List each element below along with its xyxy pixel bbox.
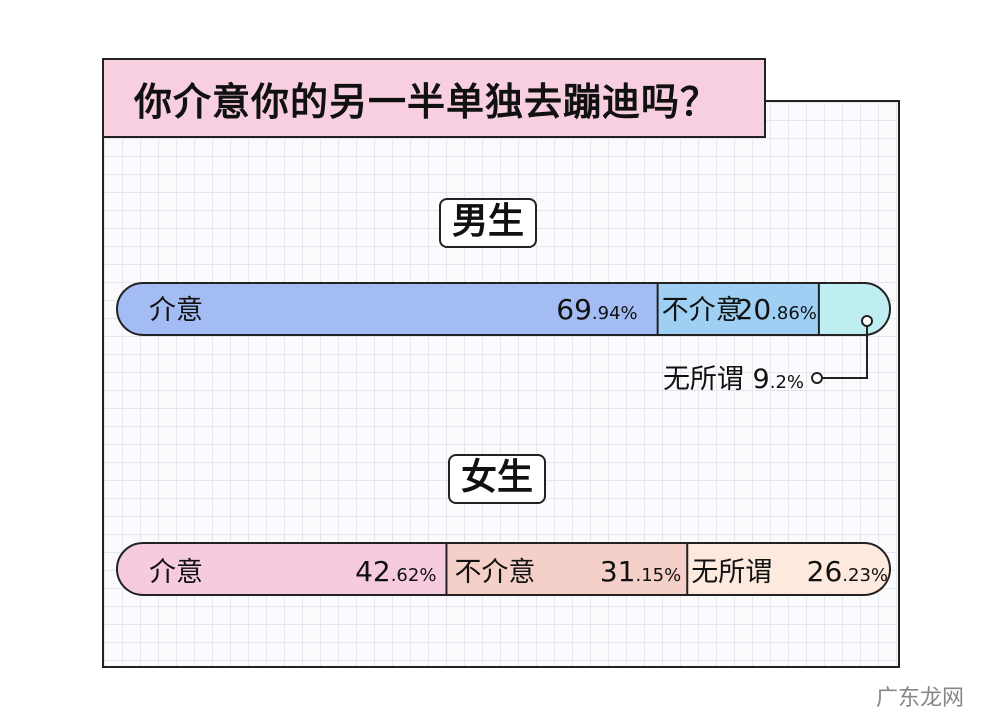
- female-bar-3: [687, 543, 890, 595]
- female-bar-outline: [116, 542, 891, 596]
- female-bar-1: [117, 543, 447, 595]
- male-group-label: 男生: [439, 198, 537, 248]
- male-bar-3: [818, 283, 890, 335]
- male-callout-line: [822, 326, 868, 379]
- male-cat-label-1: 介意: [149, 295, 203, 326]
- male-bar-1: [117, 283, 658, 335]
- female-cat-label-3: 无所谓: [691, 557, 772, 588]
- female-bar-2: [446, 543, 688, 595]
- male-cat-label-2: 不介意: [662, 295, 743, 326]
- male-bar-outline: [116, 282, 891, 336]
- female-cat-label-2: 不介意: [454, 557, 535, 588]
- page-title: 你介意你的另一半单独去蹦迪吗？: [134, 79, 720, 124]
- female-value-label-1: 42.62%: [355, 555, 436, 588]
- male-segments: [117, 283, 890, 335]
- female-value-label-3: 26.23%: [807, 555, 888, 588]
- male-value-label-2: 20.86%: [736, 293, 817, 326]
- female-group-label: 女生: [448, 454, 546, 504]
- male-value-label-1: 69.94%: [556, 293, 637, 326]
- female-cat-label-1: 介意: [149, 557, 203, 588]
- male-bar-2: [657, 283, 819, 335]
- female-value-label-2: 31.15%: [600, 555, 681, 588]
- male-callout-end-dot: [811, 372, 823, 384]
- male-callout-dot: [861, 315, 873, 327]
- watermark-text: 广东龙网: [875, 686, 964, 711]
- title-banner: 你介意你的另一半单独去蹦迪吗？: [102, 58, 766, 138]
- female-segments: [117, 543, 890, 595]
- male-cat-label-3: 无所谓 9.2%: [663, 364, 804, 395]
